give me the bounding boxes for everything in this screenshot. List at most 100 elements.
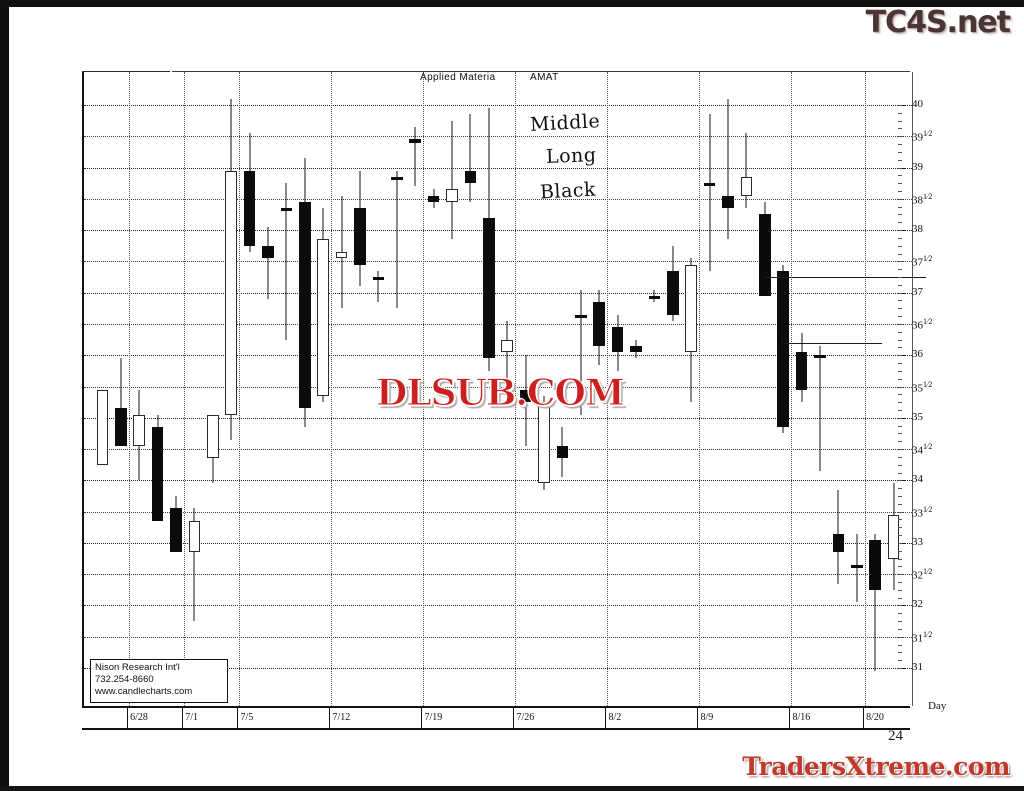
price-tick-label: 32 [912, 598, 923, 611]
candle-wick [285, 183, 287, 340]
price-minor-tick [898, 128, 902, 130]
candlestick [630, 72, 642, 706]
price-minor-tick [898, 167, 902, 169]
candlestick [519, 72, 532, 706]
price-minor-tick [898, 433, 902, 435]
gridline-v [239, 72, 241, 706]
candle-body [556, 445, 569, 459]
price-minor-tick [898, 417, 902, 419]
candlestick [170, 72, 182, 706]
candlestick [685, 72, 697, 706]
gridline-h [84, 230, 912, 232]
gridline-v [699, 72, 701, 706]
gridline-h [84, 323, 912, 325]
price-minor-tick [898, 566, 902, 568]
gridline-v [184, 72, 186, 706]
price-minor-tick [898, 316, 902, 318]
gridline-h [84, 105, 912, 106]
price-minor-tick [898, 191, 902, 192]
price-tick [898, 542, 906, 544]
price-tick [898, 230, 906, 232]
gridline-v [331, 72, 333, 706]
candle-body [740, 176, 753, 196]
candle-body [335, 252, 348, 259]
price-tick-label: 371⁄2 [912, 254, 933, 270]
candle-body [667, 270, 679, 315]
price-minor-tick [898, 449, 902, 451]
candlestick [262, 72, 274, 706]
price-minor-tick [898, 535, 902, 537]
candle-body [170, 508, 182, 553]
candlestick [96, 72, 109, 706]
price-tick-label: 381⁄2 [912, 191, 933, 207]
candle-body [464, 170, 477, 184]
date-tick-label: 8/16 [789, 708, 863, 728]
date-axis: 6/28 7/1 7/5 7/12 7/19 7/26 8/2 8/9 8/16 8/20 [82, 706, 910, 730]
chart-title-strip: Applied Materia AMAT [420, 72, 720, 88]
candle-body [501, 339, 513, 353]
page-left-edge [0, 0, 9, 791]
page-number: 24 [888, 728, 903, 744]
publisher-legend-box: Nison Research Int'l 732.254-8660 www.ca… [90, 659, 228, 703]
price-minor-tick [898, 277, 902, 279]
candle-body [225, 170, 237, 415]
price-tick-label: 38 [912, 223, 923, 236]
candle-wick [120, 358, 122, 446]
price-minor-tick [898, 542, 902, 544]
legend-line-1: Nison Research Int'l [95, 662, 180, 673]
candlestick [740, 72, 753, 706]
candle-body [115, 408, 127, 446]
candle-body [851, 564, 863, 568]
price-minor-tick [898, 409, 902, 411]
price-minor-tick [898, 581, 902, 583]
price-minor-tick [898, 386, 902, 388]
price-minor-tick [898, 597, 902, 599]
candle-body [151, 427, 164, 521]
price-minor-tick [898, 206, 902, 208]
gridline-h [84, 167, 912, 169]
candle-body [593, 302, 605, 346]
candlestick [464, 72, 477, 706]
date-tick-label: 6/28 [127, 708, 182, 728]
price-minor-tick [898, 441, 902, 443]
price-minor-tick [898, 355, 902, 357]
date-tick-label: 8/2 [605, 708, 697, 728]
candle-body [685, 264, 697, 353]
candle-body [243, 170, 256, 246]
candle-wick [377, 270, 379, 303]
price-minor-tick [898, 151, 902, 153]
price-tick [898, 292, 906, 294]
price-minor-tick [898, 644, 902, 646]
date-tick-label: 7/19 [421, 708, 513, 728]
gridline-v [129, 72, 131, 706]
price-minor-tick [898, 621, 902, 623]
candle-body [409, 139, 421, 143]
candlestick [317, 72, 329, 706]
candlestick [354, 72, 366, 706]
candlestick [556, 72, 569, 706]
candle-body [648, 295, 661, 299]
candlestick [280, 72, 293, 706]
price-tick-label: 351⁄2 [912, 379, 933, 395]
price-tick [898, 105, 906, 106]
date-axis-unit-label: Day [928, 700, 947, 712]
price-minor-tick [898, 237, 902, 239]
price-minor-tick [898, 370, 902, 372]
gridline-v [791, 72, 793, 706]
price-tick [898, 480, 906, 482]
price-minor-tick [898, 269, 902, 271]
gridline-v [607, 72, 609, 706]
candle-wick [874, 533, 876, 672]
annotation-line-1: Middle [529, 110, 601, 136]
price-minor-tick [898, 511, 902, 513]
candle-body [446, 189, 458, 202]
price-minor-tick [898, 652, 902, 654]
candle-body [538, 402, 550, 484]
price-minor-tick [898, 183, 902, 185]
price-minor-tick [898, 292, 902, 294]
gridline-h [84, 511, 912, 513]
price-minor-tick [898, 613, 902, 615]
candlestick [648, 72, 661, 706]
candlestick [593, 72, 605, 706]
gridline-h [84, 292, 912, 294]
